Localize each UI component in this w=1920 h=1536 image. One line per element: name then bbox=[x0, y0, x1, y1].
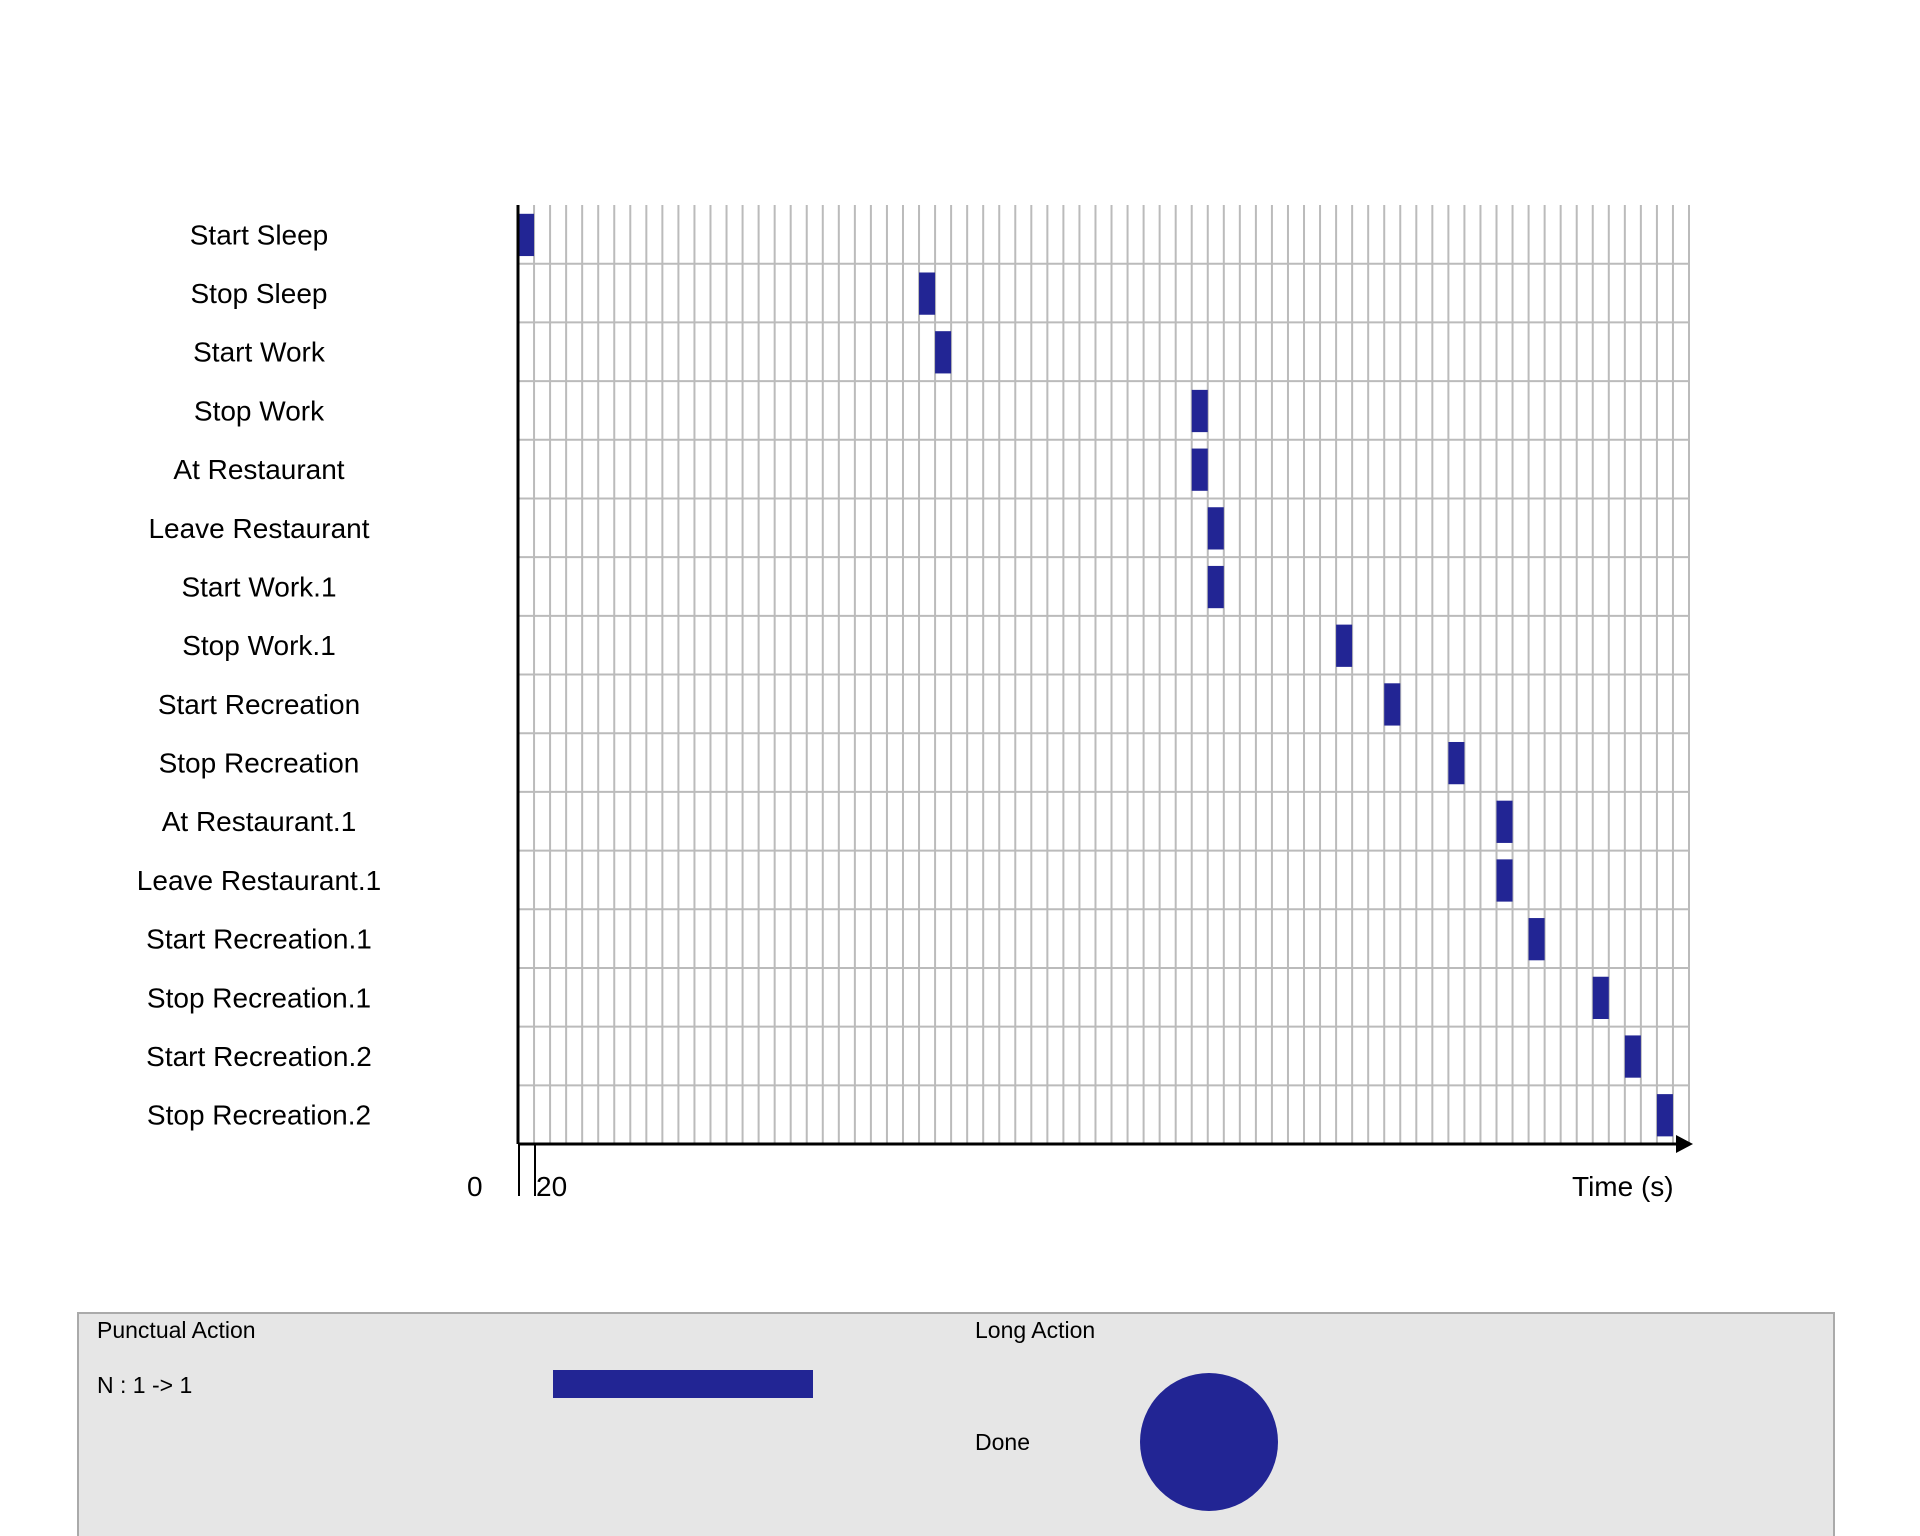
event-bar bbox=[1656, 1094, 1673, 1137]
row-label: Stop Work.1 bbox=[182, 630, 336, 661]
event-bar bbox=[1384, 683, 1401, 726]
event-bar bbox=[1592, 976, 1609, 1019]
row-label: Stop Recreation.2 bbox=[147, 1100, 371, 1131]
legend-punctual-item: N : 1 -> 1 bbox=[97, 1372, 192, 1398]
event-bar bbox=[1624, 1035, 1641, 1078]
row-label: At Restaurant bbox=[173, 454, 344, 485]
legend-long-title: Long Action bbox=[975, 1317, 1095, 1343]
legend-long-item: Done bbox=[975, 1429, 1030, 1455]
row-label: Leave Restaurant.1 bbox=[137, 865, 381, 896]
legend: Punctual Action N : 1 -> 1 Long Action D… bbox=[77, 1312, 1835, 1536]
row-label: Start Recreation bbox=[158, 689, 360, 720]
row-label: Start Recreation.1 bbox=[146, 924, 372, 955]
grid bbox=[518, 205, 1690, 1144]
event-bar bbox=[1191, 448, 1208, 491]
row-label: Stop Sleep bbox=[191, 278, 328, 309]
event-bar bbox=[1336, 624, 1353, 667]
event-bars bbox=[518, 213, 1673, 1137]
row-label: Start Work.1 bbox=[181, 571, 336, 602]
event-bar bbox=[919, 272, 936, 315]
event-bar bbox=[1496, 800, 1513, 843]
legend-punctual-title: Punctual Action bbox=[97, 1317, 256, 1343]
row-label: Start Sleep bbox=[190, 219, 329, 250]
x-axis-arrowhead bbox=[1676, 1135, 1693, 1153]
row-label: Leave Restaurant bbox=[148, 513, 369, 544]
x-axis-title: Time (s) bbox=[1572, 1171, 1674, 1202]
event-bar bbox=[1207, 507, 1224, 550]
legend-bar-marker bbox=[553, 1370, 813, 1398]
event-bar bbox=[1528, 918, 1545, 961]
event-bar bbox=[1496, 859, 1513, 902]
event-bar bbox=[1191, 389, 1208, 433]
event-bar bbox=[1207, 565, 1224, 609]
row-label: Stop Work bbox=[194, 395, 325, 426]
row-label: Start Work bbox=[193, 337, 326, 368]
row-label: Stop Recreation.1 bbox=[147, 982, 371, 1013]
x-tick-label-20: 20 bbox=[536, 1171, 567, 1202]
event-bar bbox=[935, 331, 952, 374]
row-labels: Start Sleep Stop Sleep Start Work Stop Work… bbox=[137, 219, 381, 1130]
axes: 0 20 Time (s) bbox=[467, 205, 1693, 1202]
event-bar bbox=[1448, 741, 1465, 785]
legend-box bbox=[77, 1312, 1835, 1536]
legend-circle-marker bbox=[1140, 1373, 1278, 1511]
row-label: Stop Recreation bbox=[159, 748, 360, 779]
event-bar bbox=[518, 213, 535, 257]
x-tick-label-0: 0 bbox=[467, 1171, 483, 1202]
row-label: At Restaurant.1 bbox=[162, 806, 357, 837]
row-label: Start Recreation.2 bbox=[146, 1041, 372, 1072]
